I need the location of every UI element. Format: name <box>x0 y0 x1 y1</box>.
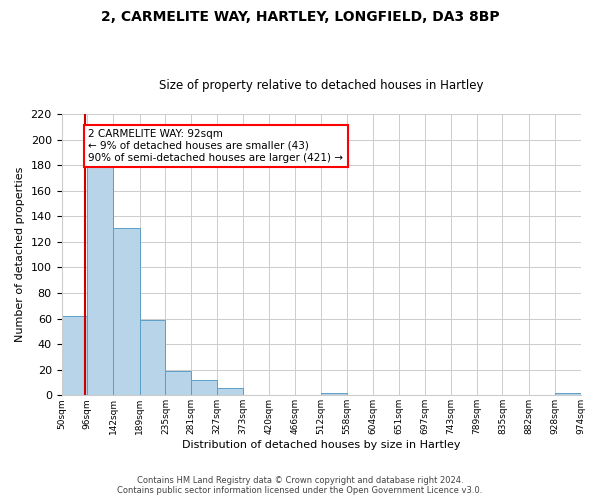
Bar <box>321 392 347 396</box>
Bar <box>554 392 581 396</box>
Bar <box>62 316 88 396</box>
Bar <box>166 371 191 396</box>
X-axis label: Distribution of detached houses by size in Hartley: Distribution of detached houses by size … <box>182 440 460 450</box>
Text: 2, CARMELITE WAY, HARTLEY, LONGFIELD, DA3 8BP: 2, CARMELITE WAY, HARTLEY, LONGFIELD, DA… <box>101 10 499 24</box>
Bar <box>191 380 217 396</box>
Bar <box>88 164 113 396</box>
Bar <box>217 388 243 396</box>
Bar <box>140 320 166 396</box>
Y-axis label: Number of detached properties: Number of detached properties <box>15 167 25 342</box>
Text: Contains HM Land Registry data © Crown copyright and database right 2024.
Contai: Contains HM Land Registry data © Crown c… <box>118 476 482 495</box>
Bar <box>113 228 140 396</box>
Title: Size of property relative to detached houses in Hartley: Size of property relative to detached ho… <box>159 79 483 92</box>
Text: 2 CARMELITE WAY: 92sqm
← 9% of detached houses are smaller (43)
90% of semi-deta: 2 CARMELITE WAY: 92sqm ← 9% of detached … <box>88 130 343 162</box>
